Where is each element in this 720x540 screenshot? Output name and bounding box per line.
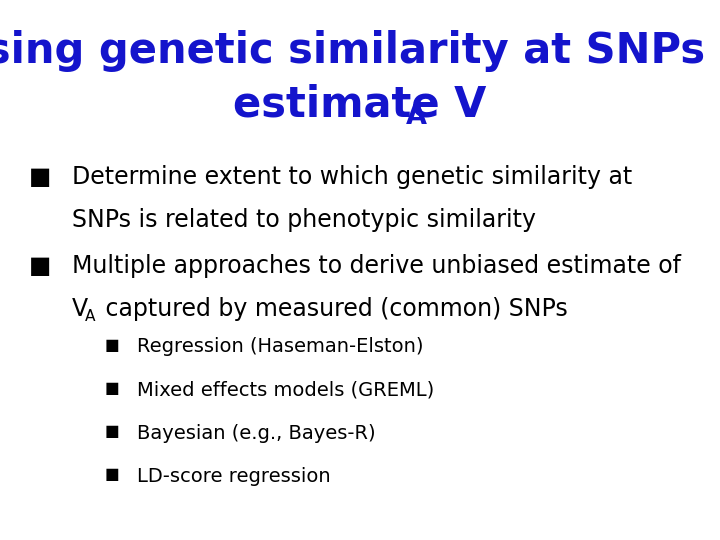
Text: LD-score regression: LD-score regression [137,467,330,486]
Text: A: A [405,104,427,130]
Text: ■: ■ [104,467,119,482]
Text: ■: ■ [104,424,119,439]
Text: ■: ■ [29,165,51,188]
Text: Multiple approaches to derive unbiased estimate of: Multiple approaches to derive unbiased e… [72,254,681,278]
Text: A: A [85,309,96,324]
Text: captured by measured (common) SNPs: captured by measured (common) SNPs [98,297,567,321]
Text: estimate V: estimate V [233,84,487,126]
Text: ■: ■ [29,254,51,278]
Text: Using genetic similarity at SNPs to: Using genetic similarity at SNPs to [0,30,720,72]
Text: Mixed effects models (GREML): Mixed effects models (GREML) [137,381,434,400]
Text: ■: ■ [104,338,119,353]
Text: ■: ■ [104,381,119,396]
Text: Bayesian (e.g., Bayes-R): Bayesian (e.g., Bayes-R) [137,424,375,443]
Text: V: V [72,297,88,321]
Text: Determine extent to which genetic similarity at: Determine extent to which genetic simila… [72,165,632,188]
Text: Regression (Haseman-Elston): Regression (Haseman-Elston) [137,338,423,356]
Text: SNPs is related to phenotypic similarity: SNPs is related to phenotypic similarity [72,208,536,232]
